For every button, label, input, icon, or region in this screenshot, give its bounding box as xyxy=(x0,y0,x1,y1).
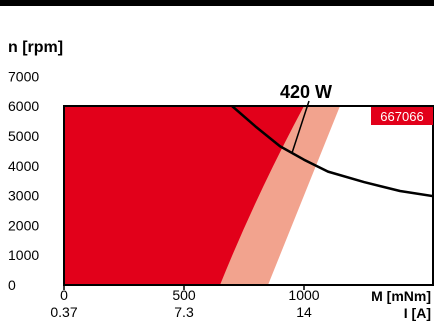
x-tick-label: 0 xyxy=(60,287,68,303)
y-tick-label: 4000 xyxy=(8,158,39,174)
region-continuous xyxy=(64,106,304,285)
x-axis-label: M [mNm] xyxy=(371,288,431,304)
top-bar xyxy=(0,0,434,6)
y-tick-label: 5000 xyxy=(8,128,39,144)
motor-code-badge xyxy=(371,107,433,125)
power-label-leader xyxy=(291,100,310,154)
y-ticks-layer: 0 1000 2000 3000 4000 5000 6000 7000 xyxy=(8,68,39,293)
y-axis-label: n [rpm] xyxy=(8,39,63,56)
y-tick-label: 0 xyxy=(8,277,16,293)
power-curve-line xyxy=(231,106,433,198)
y-tick-label: 3000 xyxy=(8,188,39,204)
x2-tick-label: 14 xyxy=(296,304,312,320)
curve-layer xyxy=(231,106,433,198)
x2-axis-label: I [A] xyxy=(404,305,431,321)
x-tick-label: 500 xyxy=(172,287,196,303)
y-tick-label: 6000 xyxy=(8,98,39,114)
y-tick-label: 1000 xyxy=(8,247,39,263)
regions-layer xyxy=(64,106,340,285)
power-curve-label: 420 W xyxy=(280,82,332,102)
y-tick-label: 2000 xyxy=(8,217,39,233)
x2-tick-label: 7.3 xyxy=(174,304,194,320)
y-tick-label: 7000 xyxy=(8,68,39,84)
x2-tick-label: 0.37 xyxy=(50,304,77,320)
motor-code-text: 667066 xyxy=(380,109,423,124)
x-tick-label: 1000 xyxy=(288,287,319,303)
